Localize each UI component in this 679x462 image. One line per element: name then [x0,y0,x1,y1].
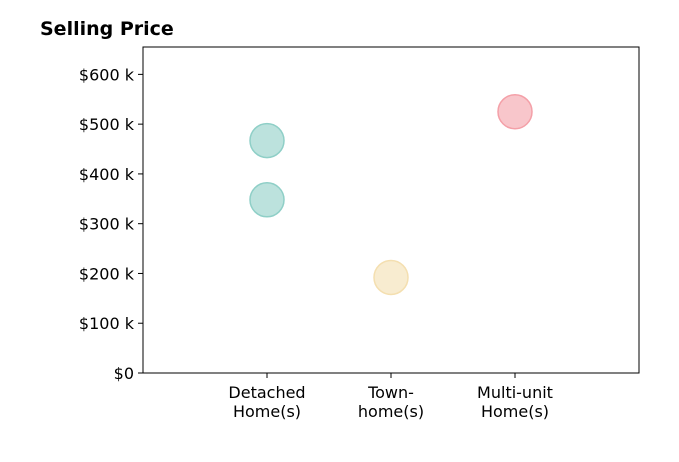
data-point [497,93,533,130]
y-axis: $0 $100 k $200 k $300 k $400 k $500 k $600 k [79,65,143,383]
x-tick-label-line: Home(s) [481,402,549,421]
x-tick-label: Multi-unit Home(s) [477,383,553,421]
data-points [249,93,533,296]
x-tick-label-line: Home(s) [233,402,301,421]
x-tick-label-line: Detached [228,383,305,402]
x-tick-label-line: Multi-unit [477,383,553,402]
y-tick-label: $500 k [79,115,135,134]
data-point [249,182,285,218]
y-tick-label: $300 k [79,215,135,234]
y-tick-label: $600 k [79,65,135,84]
x-tick-label: Detached Home(s) [228,383,305,421]
plot-area [142,46,640,374]
y-tick-label: $200 k [79,264,135,283]
y-tick-label: $400 k [79,165,135,184]
x-tick-label: Town-home(s) [358,383,424,421]
x-tick-label-line: Town- [367,383,414,402]
data-point [249,122,285,159]
x-tick-label-line: home(s) [358,402,424,421]
chart-title: Selling Price [40,18,174,40]
data-point [373,259,409,296]
y-tick-label: $100 k [79,314,135,333]
x-axis: Detached Home(s)Town-home(s)Multi-unit Hom… [228,373,553,421]
y-tick-label: $0 [114,364,134,383]
